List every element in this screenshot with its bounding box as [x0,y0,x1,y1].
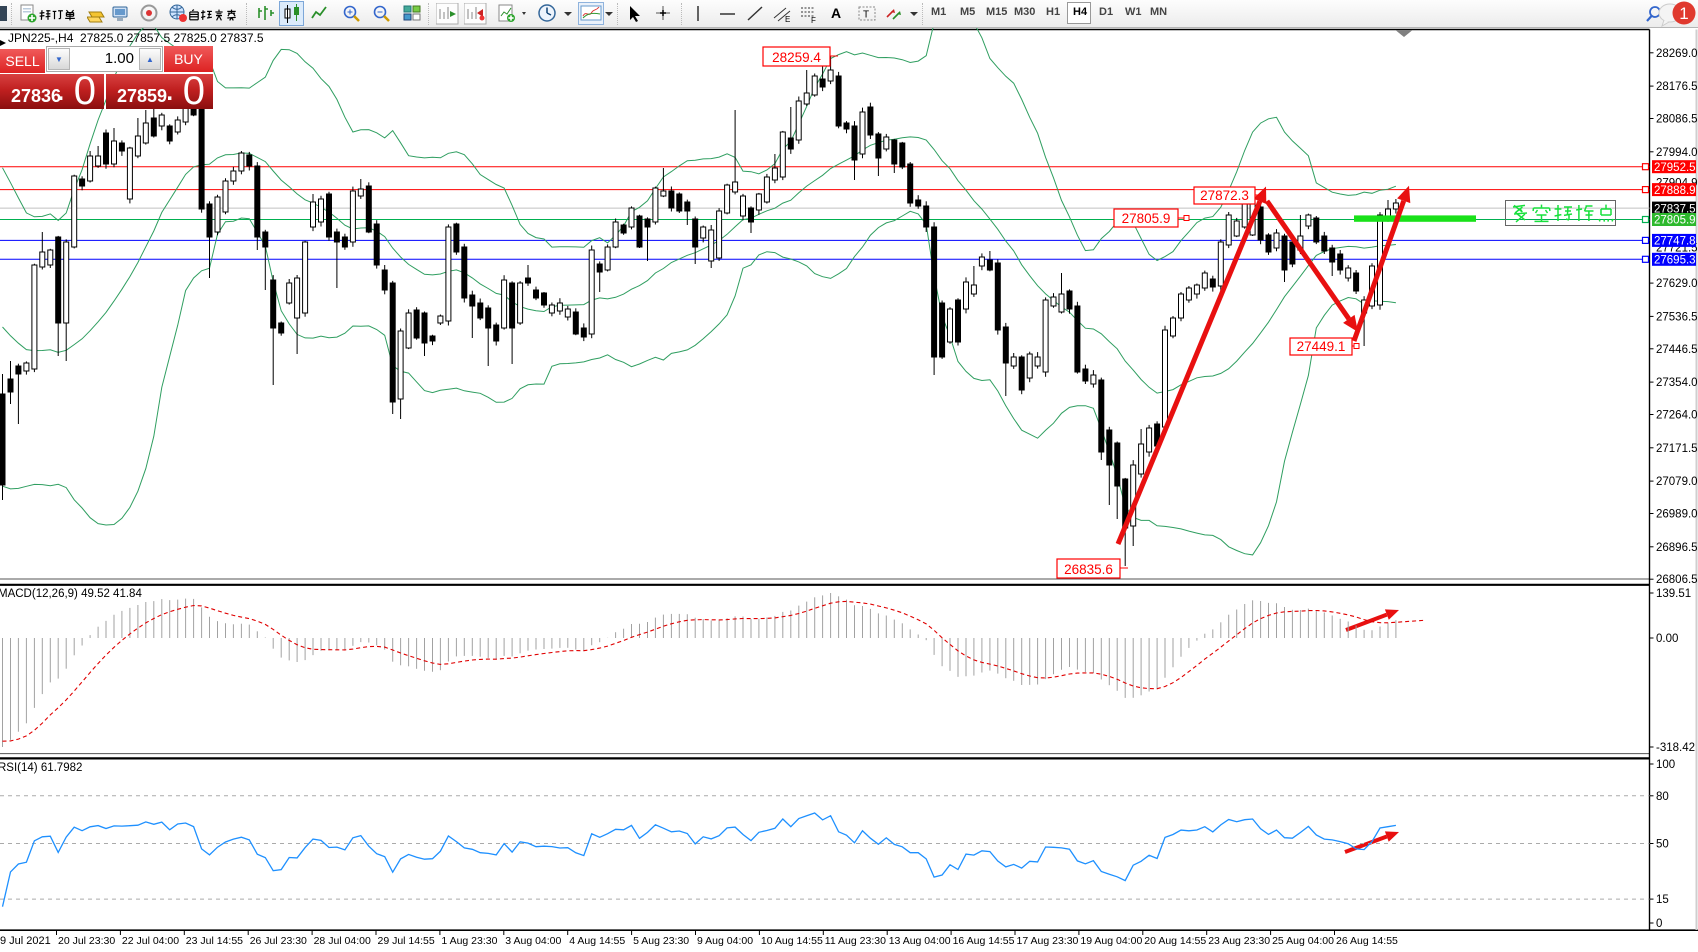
svg-text:26835.6: 26835.6 [1064,562,1113,577]
svg-text:5 Aug 23:30: 5 Aug 23:30 [633,935,689,947]
svg-text:28259.4: 28259.4 [772,50,821,65]
svg-text:13 Aug 04:00: 13 Aug 04:00 [889,935,951,947]
svg-text:17 Aug 23:30: 17 Aug 23:30 [1017,935,1079,947]
svg-text:27888.9: 27888.9 [1654,185,1696,197]
svg-text:28086.5: 28086.5 [1656,114,1698,126]
svg-text:29 Jul 14:55: 29 Jul 14:55 [378,935,435,947]
svg-text:27629.0: 27629.0 [1656,278,1698,290]
svg-text:23 Jul 14:55: 23 Jul 14:55 [186,935,243,947]
svg-text:27952.5: 27952.5 [1654,162,1696,174]
svg-text:11 Aug 23:30: 11 Aug 23:30 [825,935,886,947]
svg-text:27872.3: 27872.3 [1200,188,1249,203]
svg-text:E: E [785,15,790,24]
svg-text:-318.42: -318.42 [1656,742,1695,754]
svg-text:26 Jul 23:30: 26 Jul 23:30 [250,935,307,947]
svg-text:27354.0: 27354.0 [1656,377,1698,389]
svg-text:27171.5: 27171.5 [1656,443,1698,455]
svg-text:F: F [811,16,816,24]
svg-text:28269.0: 28269.0 [1656,48,1698,60]
svg-text:4 Aug 14:55: 4 Aug 14:55 [569,935,625,947]
svg-text:15: 15 [1656,894,1669,906]
svg-text:50: 50 [1656,839,1669,851]
svg-text:28176.5: 28176.5 [1656,81,1698,93]
svg-text:1 Aug 23:30: 1 Aug 23:30 [441,935,497,947]
svg-text:26896.5: 26896.5 [1656,542,1698,554]
svg-text:139.51: 139.51 [1656,588,1691,600]
svg-text:26806.5: 26806.5 [1656,574,1698,586]
svg-text:26 Aug 14:55: 26 Aug 14:55 [1336,935,1398,947]
svg-text:22 Jul 04:00: 22 Jul 04:00 [122,935,179,947]
svg-text:27079.0: 27079.0 [1656,476,1698,488]
svg-text:T: T [863,10,869,21]
svg-text:10 Aug 14:55: 10 Aug 14:55 [761,935,823,947]
svg-text:27805.9: 27805.9 [1122,211,1171,226]
svg-text:27747.8: 27747.8 [1654,236,1696,248]
svg-text:0: 0 [1656,918,1662,930]
svg-text:27536.5: 27536.5 [1656,311,1698,323]
svg-text:9 Jul 2021: 9 Jul 2021 [0,935,51,947]
svg-text:26989.0: 26989.0 [1656,509,1698,521]
svg-text:20 Aug 14:55: 20 Aug 14:55 [1144,935,1206,947]
svg-text:0.00: 0.00 [1656,633,1678,645]
svg-text:9 Aug 04:00: 9 Aug 04:00 [697,935,753,947]
svg-text:25 Aug 04:00: 25 Aug 04:00 [1272,935,1334,947]
svg-text:27449.1: 27449.1 [1297,339,1346,354]
svg-text:80: 80 [1656,791,1669,803]
svg-text:27264.0: 27264.0 [1656,410,1698,422]
svg-text:27805.9: 27805.9 [1654,215,1696,227]
svg-text:23 Aug 23:30: 23 Aug 23:30 [1208,935,1270,947]
svg-text:19 Aug 04:00: 19 Aug 04:00 [1080,935,1142,947]
svg-text:28 Jul 04:00: 28 Jul 04:00 [314,935,371,947]
svg-text:27695.3: 27695.3 [1654,255,1696,267]
svg-text:16 Aug 14:55: 16 Aug 14:55 [953,935,1015,947]
svg-text:1: 1 [1679,4,1688,23]
svg-text:100: 100 [1656,759,1675,771]
svg-text:3 Aug 04:00: 3 Aug 04:00 [505,935,561,947]
svg-text:RSI(14) 61.7982: RSI(14) 61.7982 [0,762,82,774]
svg-text:27994.0: 27994.0 [1656,147,1698,159]
svg-text:MACD(12,26,9) 49.52 41.84: MACD(12,26,9) 49.52 41.84 [0,588,142,600]
svg-text:27446.5: 27446.5 [1656,344,1698,356]
svg-text:20 Jul 23:30: 20 Jul 23:30 [58,935,115,947]
